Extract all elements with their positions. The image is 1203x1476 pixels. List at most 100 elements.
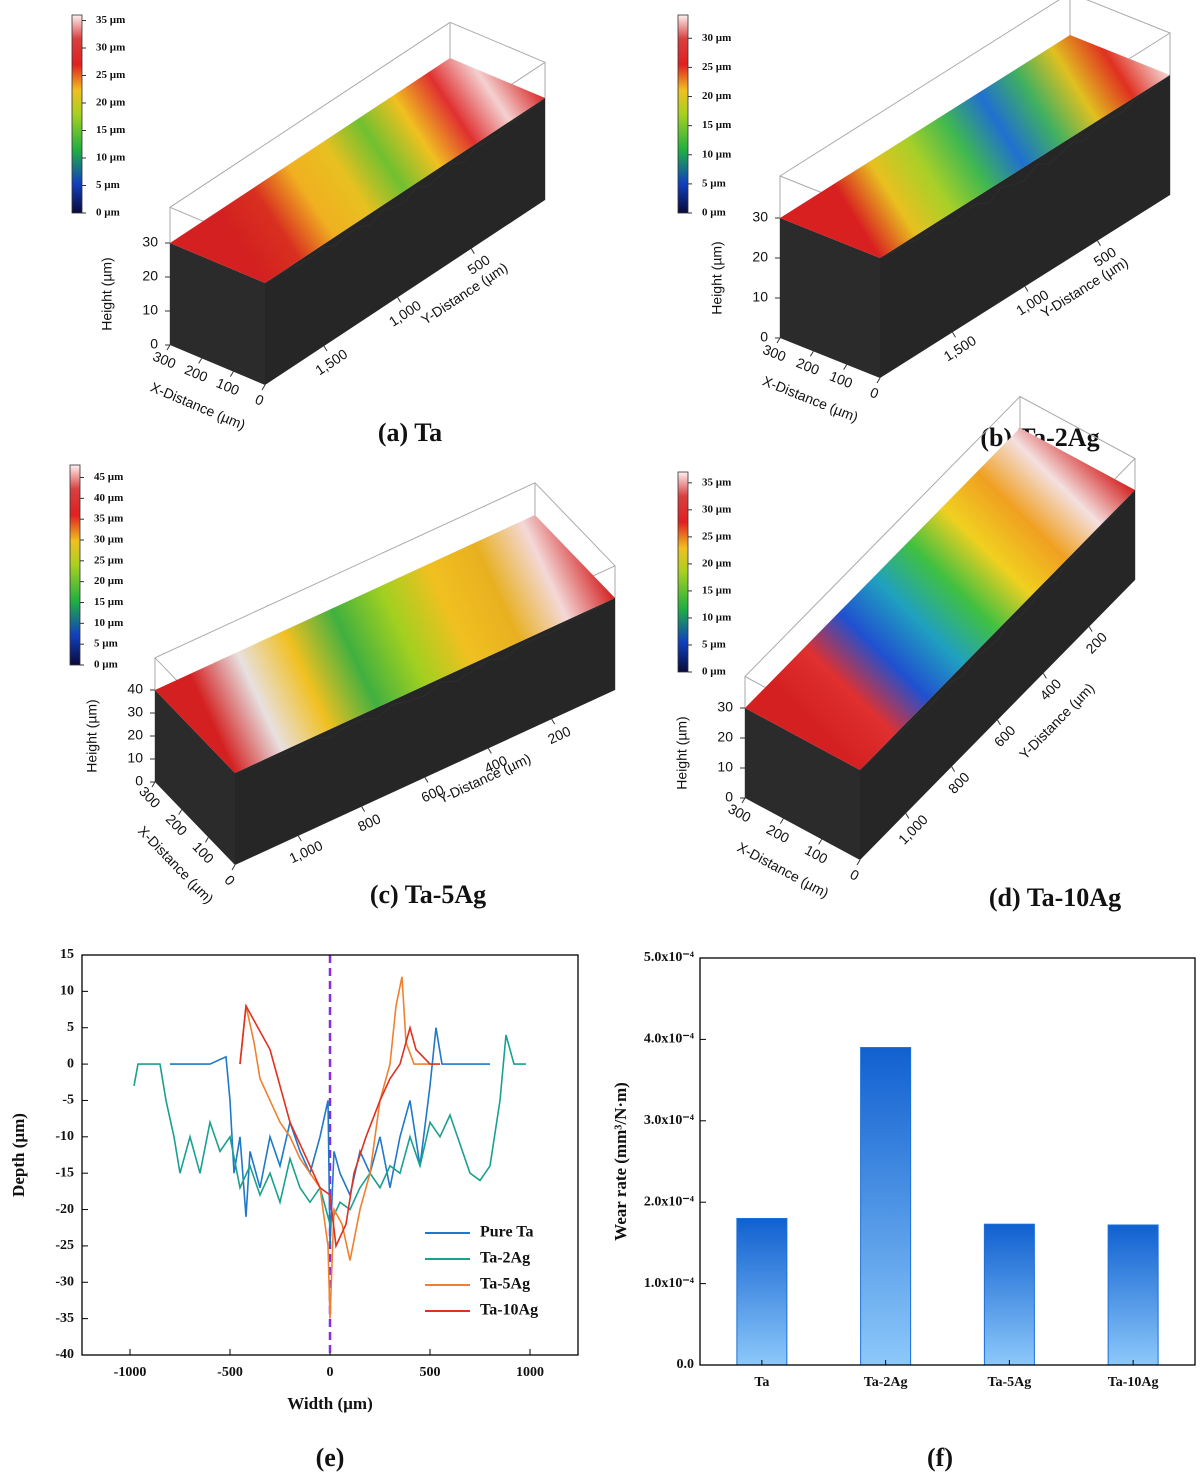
colorbar-tick-label: 25 µm (96, 69, 125, 81)
y-tick-label: -5 (62, 1093, 74, 1108)
y-tick (1088, 626, 1093, 632)
surface (780, 35, 1170, 258)
legend-label: Ta-5Ag (480, 1276, 530, 1293)
colorbar-tick-label: 25 µm (702, 530, 731, 542)
z-tick-label: 30 (717, 699, 733, 715)
colorbar-tick-label: 20 µm (94, 575, 123, 587)
surface-profile (234, 597, 616, 774)
colorbar-tick-label: 35 µm (702, 476, 731, 488)
y-tick (952, 331, 956, 338)
z-tick-label: 10 (752, 289, 768, 305)
y-tick-label: -15 (55, 1165, 74, 1180)
x-tick-label: 1000 (516, 1365, 544, 1380)
colorbar-tick-label: 0 µm (702, 666, 726, 678)
y-tick-label: 400 (1037, 675, 1065, 703)
x-tick (818, 839, 823, 845)
x-tick (776, 337, 781, 344)
colorbar-tick-label: 10 µm (702, 148, 731, 160)
y-tick-label: 0.0 (677, 1357, 695, 1372)
y-tick-label: 10 (60, 984, 74, 999)
y-tick-label: 200 (545, 723, 573, 747)
bar (736, 1217, 788, 1366)
x-tick-label: 500 (420, 1365, 441, 1380)
y-tick (297, 835, 302, 842)
y-tick-label: 1,500 (941, 332, 979, 364)
block-left (155, 690, 235, 865)
x-tick (166, 344, 171, 351)
y-tick (551, 718, 556, 725)
bar (983, 1223, 1035, 1366)
plot-frame (81, 954, 579, 1356)
colorbar (677, 14, 689, 214)
y-tick (397, 297, 402, 303)
panel-caption: (e) (316, 1443, 345, 1472)
y-tick-label: -30 (55, 1274, 74, 1289)
colorbar-tick-label: 10 µm (94, 617, 123, 629)
block-left (745, 708, 860, 860)
colorbar-tick-label: 5 µm (702, 177, 726, 189)
y-tick-label: 0 (67, 1056, 74, 1071)
x-tick-label: -1000 (114, 1365, 147, 1380)
x-tick (151, 781, 156, 788)
y-tick-label: -25 (55, 1238, 74, 1253)
x-tick-label: 200 (182, 361, 210, 385)
z-tick-label: 0 (760, 329, 768, 345)
colorbar-tick-label: 0 µm (94, 659, 118, 671)
x-tick-label: 200 (764, 821, 792, 846)
colorbar-tick-label: 35 µm (96, 14, 125, 26)
y-tick-label: 4.0x10⁻⁴ (644, 1032, 695, 1047)
colorbar-tick-label: 20 µm (702, 557, 731, 569)
y-tick-label: 15 (60, 947, 74, 962)
surface (155, 515, 615, 773)
panel-caption: (d) Ta-10Ag (989, 883, 1121, 912)
colorbar-tick-label: 30 µm (94, 534, 123, 546)
z-tick-label: 10 (142, 302, 158, 318)
colorbar-tick-label: 20 µm (702, 90, 731, 102)
x-axis-label: Width (µm) (287, 1394, 373, 1413)
z-tick-label: 30 (127, 704, 143, 720)
colorbar-tick-label: 10 µm (702, 611, 731, 623)
y-tick-label: 1,000 (287, 837, 326, 866)
colorbar (677, 471, 689, 673)
surface-profile (859, 489, 1136, 771)
x-tick-label: 0 (327, 1365, 334, 1380)
series-line (239, 1003, 440, 1249)
y-tick-label: 1,500 (312, 346, 350, 379)
colorbar-tick-label: 25 µm (94, 554, 123, 566)
colorbar-tick-label: 5 µm (702, 639, 726, 651)
x-tick (741, 797, 746, 804)
z-tick-label: 30 (142, 234, 158, 250)
colorbar-tick-label: 15 µm (96, 124, 125, 136)
x-tick (178, 809, 183, 815)
surface (170, 58, 545, 283)
colorbar-tick-label: 20 µm (96, 97, 125, 109)
x-tick-label: 0 (253, 391, 267, 409)
z-tick-label: 0 (150, 336, 158, 352)
y-tick (323, 345, 328, 352)
z-tick-label: 20 (717, 729, 733, 745)
y-axis-label: Depth (µm) (9, 1113, 28, 1197)
colorbar-tick-label: 45 µm (94, 471, 123, 483)
colorbar (69, 464, 81, 666)
x-tick (261, 384, 266, 391)
y-tick (1097, 240, 1101, 247)
colorbar-tick-label: 30 µm (702, 32, 731, 44)
y-axis-label: Wear rate (mm³/N·m) (611, 1082, 630, 1241)
y-tick-label: -35 (55, 1311, 74, 1326)
colorbar-tick-label: 5 µm (94, 638, 118, 650)
z-axis-label: Height (µm) (84, 699, 100, 772)
z-tick-label: 0 (725, 789, 733, 805)
y-tick (905, 813, 910, 819)
x-tick-label: 100 (214, 375, 242, 399)
y-tick (1042, 673, 1047, 679)
block-front (235, 598, 615, 865)
x-tick-label: 0 (221, 872, 238, 889)
y-tick-label: 800 (355, 810, 383, 834)
x-tick (843, 364, 848, 370)
y-tick-label: 5 (67, 1020, 74, 1035)
colorbar-tick-label: 30 µm (702, 503, 731, 515)
x-tick-label: 300 (151, 348, 179, 372)
z-axis-label: Height (µm) (674, 716, 690, 789)
y-tick-label: 2.0x10⁻⁴ (644, 1194, 695, 1209)
